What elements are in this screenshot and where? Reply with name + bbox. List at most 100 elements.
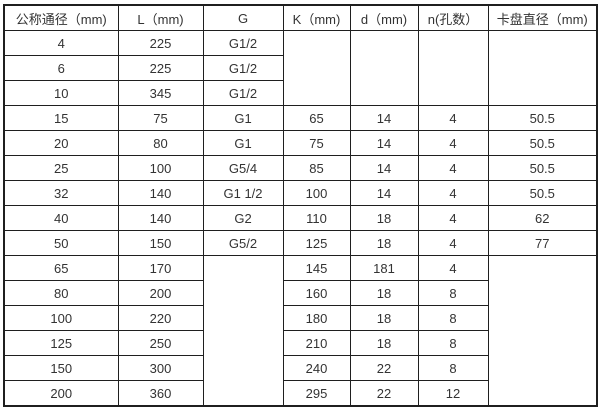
column-header: L（mm): [117, 4, 204, 31]
table-cell: 77: [487, 230, 598, 256]
table-cell: 125: [3, 330, 119, 356]
table-cell: 40: [3, 205, 119, 231]
column-header: d（mm): [349, 4, 419, 31]
table-cell: G1/2: [202, 55, 284, 81]
table-cell: 180: [282, 305, 351, 331]
table-row: 6 225 G1/2: [3, 55, 597, 81]
table-cell: 125: [282, 230, 351, 256]
table-cell: G1: [202, 105, 284, 131]
table-cell: 8: [417, 355, 489, 381]
column-header: n(孔数）: [417, 4, 489, 31]
table-cell: G5/4: [202, 155, 284, 181]
table-row: 150 300 240 22 8: [3, 355, 597, 381]
table-cell: 250: [117, 330, 204, 356]
column-header: 卡盘直径（mm): [487, 4, 598, 31]
table-cell: 225: [117, 30, 204, 56]
table-cell: 225: [117, 55, 204, 81]
table-cell: 160: [282, 280, 351, 306]
table-cell: [417, 30, 489, 106]
table-cell: 18: [349, 305, 419, 331]
table-cell: 145: [282, 255, 351, 281]
table-cell: 75: [117, 105, 204, 131]
table-cell: [282, 30, 351, 106]
table-cell: 18: [349, 330, 419, 356]
table-row: 65 170 145 181 4: [3, 255, 598, 407]
table-cell: 20: [3, 130, 119, 156]
table-row: 15 75 G1 65 14 4 50.5: [3, 105, 598, 131]
table-cell: 14: [349, 180, 419, 206]
table-cell: G1: [202, 130, 284, 156]
table-cell: 150: [117, 230, 204, 256]
table-cell: 4: [417, 155, 489, 181]
table-cell: 8: [417, 305, 489, 331]
table-cell: 150: [3, 355, 119, 381]
column-header: 公称通径（mm): [3, 4, 119, 31]
table-cell: 62: [487, 205, 598, 231]
table-row: 50 150 G5/2 125 18 4 77: [3, 230, 598, 256]
table-cell: 50.5: [487, 155, 598, 181]
table-cell: 295: [282, 380, 351, 407]
table-cell: 210: [282, 330, 351, 356]
table-row: 80 200 160 18 8: [3, 280, 597, 306]
table-cell: G1/2: [202, 80, 284, 106]
table-cell: 8: [417, 280, 489, 306]
table-cell: 80: [117, 130, 204, 156]
table-cell: 80: [3, 280, 119, 306]
table-cell: 14: [349, 130, 419, 156]
table-cell: 140: [117, 180, 204, 206]
table-cell: 220: [117, 305, 204, 331]
table-cell: 360: [117, 380, 204, 407]
table-cell: 50.5: [487, 105, 598, 131]
table-cell: 4: [417, 255, 489, 281]
table-cell: 4: [3, 30, 119, 56]
table-cell: 200: [117, 280, 204, 306]
table-cell: 12: [417, 380, 489, 407]
table-cell: 50.5: [487, 130, 598, 156]
table-cell: 22: [349, 380, 419, 407]
table-cell: 10: [3, 80, 119, 106]
table-cell: [349, 30, 419, 106]
table-row: 200 360 295 22 12: [3, 380, 597, 407]
table-cell: 200: [3, 380, 119, 407]
table-cell: 22: [349, 355, 419, 381]
table-cell: 100: [117, 155, 204, 181]
table-row: 32 140 G1 1/2 100 14 4 50.5: [3, 180, 598, 206]
table-cell: 18: [349, 230, 419, 256]
table-row: 25 100 G5/4 85 14 4 50.5: [3, 155, 598, 181]
table-cell: 170: [117, 255, 204, 281]
table-cell: 18: [349, 205, 419, 231]
table-cell: [487, 30, 598, 106]
table-cell: 300: [117, 355, 204, 381]
table-cell: 140: [117, 205, 204, 231]
table-cell: 4: [417, 205, 489, 231]
table-cell: 100: [3, 305, 119, 331]
table-cell: 4: [417, 230, 489, 256]
table-cell: 85: [282, 155, 351, 181]
table-cell: 15: [3, 105, 119, 131]
table-row: 4 225 G1/2: [3, 30, 598, 106]
table-cell: 25: [3, 155, 119, 181]
table-cell: 110: [282, 205, 351, 231]
table-cell: 75: [282, 130, 351, 156]
table-cell: 4: [417, 130, 489, 156]
column-header: K（mm): [282, 4, 351, 31]
table-cell: G1/2: [202, 30, 284, 56]
table-cell: 14: [349, 105, 419, 131]
table-cell: G1 1/2: [202, 180, 284, 206]
table-body: 4 225 G1/2 6 225 G1/2 10 345 G1/2 15 75 G1 65 14 4 50.5…: [3, 30, 598, 407]
table-cell: 345: [117, 80, 204, 106]
table-cell: 100: [282, 180, 351, 206]
table-cell: 32: [3, 180, 119, 206]
table-row: 125 250 210 18 8: [3, 330, 597, 356]
table-cell: 50: [3, 230, 119, 256]
header-row: 公称通径（mm) L（mm) G K（mm) d（mm) n(孔数） 卡盘直径（mm): [3, 4, 598, 31]
table-cell: 50.5: [487, 180, 598, 206]
table-cell: 14: [349, 155, 419, 181]
table-row: 20 80 G1 75 14 4 50.5: [3, 130, 598, 156]
table-cell: G2: [202, 205, 284, 231]
table-cell: 181: [349, 255, 419, 281]
column-header: G: [202, 4, 284, 31]
table-cell: 4: [417, 105, 489, 131]
